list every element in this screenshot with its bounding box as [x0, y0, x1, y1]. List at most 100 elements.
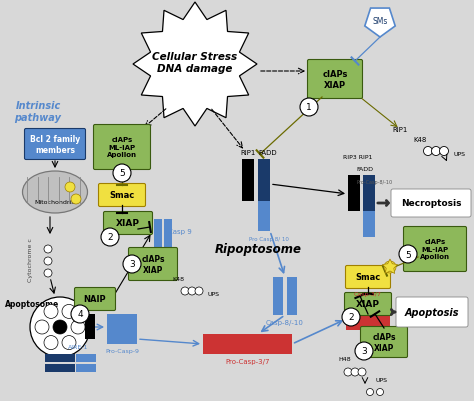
Circle shape: [181, 287, 189, 295]
Circle shape: [123, 255, 141, 273]
Circle shape: [71, 305, 89, 323]
Text: FADD: FADD: [356, 167, 374, 172]
Circle shape: [300, 99, 318, 117]
Circle shape: [351, 368, 359, 376]
Text: RIP1: RIP1: [392, 127, 408, 133]
FancyBboxPatch shape: [99, 184, 146, 207]
Circle shape: [71, 194, 81, 205]
FancyBboxPatch shape: [103, 212, 153, 235]
FancyBboxPatch shape: [25, 129, 85, 160]
Text: Smac: Smac: [356, 273, 381, 282]
Circle shape: [101, 229, 119, 246]
Text: RIP1: RIP1: [240, 150, 255, 156]
Text: cIAPs
ML-IAP
Apollon: cIAPs ML-IAP Apollon: [420, 239, 450, 260]
Circle shape: [44, 336, 58, 350]
Circle shape: [376, 389, 383, 395]
Polygon shape: [383, 259, 398, 274]
Circle shape: [423, 147, 432, 156]
Circle shape: [113, 164, 131, 182]
Text: SMs: SMs: [372, 18, 388, 26]
Text: AIRE-1: AIRE-1: [68, 344, 88, 350]
Text: Apoptosis: Apoptosis: [405, 307, 459, 317]
Circle shape: [44, 245, 52, 253]
Text: Ripoptosome: Ripoptosome: [215, 243, 301, 256]
Text: cIAPs
XIAP: cIAPs XIAP: [372, 332, 396, 352]
FancyBboxPatch shape: [363, 176, 375, 211]
Text: 1: 1: [306, 103, 312, 112]
Text: XIAP: XIAP: [116, 219, 140, 228]
FancyBboxPatch shape: [242, 160, 254, 201]
FancyBboxPatch shape: [287, 277, 297, 315]
Text: H48: H48: [339, 356, 351, 362]
Ellipse shape: [22, 172, 88, 213]
Text: 2: 2: [348, 313, 354, 322]
Circle shape: [342, 308, 360, 326]
FancyBboxPatch shape: [107, 314, 117, 344]
FancyBboxPatch shape: [403, 227, 466, 272]
FancyBboxPatch shape: [361, 327, 408, 358]
Text: K48: K48: [413, 137, 427, 143]
Text: Mitochondria: Mitochondria: [35, 200, 75, 205]
Text: Necroptosis: Necroptosis: [401, 199, 461, 208]
FancyBboxPatch shape: [346, 314, 390, 330]
FancyBboxPatch shape: [93, 125, 151, 170]
Text: Smac: Smac: [109, 191, 135, 200]
Text: 3: 3: [361, 346, 367, 356]
Circle shape: [355, 342, 373, 360]
Text: Casp-3/7: Casp-3/7: [354, 292, 382, 297]
FancyBboxPatch shape: [128, 248, 177, 281]
Text: 2: 2: [107, 233, 113, 242]
Text: Casp 9: Casp 9: [168, 229, 192, 235]
Text: FADD: FADD: [259, 150, 277, 156]
Circle shape: [44, 269, 52, 277]
Text: UPS: UPS: [376, 378, 388, 383]
Circle shape: [439, 147, 448, 156]
Circle shape: [399, 245, 417, 263]
Text: XIAP: XIAP: [356, 300, 380, 309]
Polygon shape: [365, 9, 395, 38]
FancyBboxPatch shape: [363, 211, 375, 237]
Circle shape: [71, 320, 85, 334]
FancyBboxPatch shape: [154, 219, 162, 249]
Circle shape: [344, 368, 352, 376]
Circle shape: [53, 320, 67, 334]
Text: Pro Casp 8/ 10: Pro Casp 8/ 10: [249, 237, 289, 242]
Polygon shape: [133, 3, 257, 127]
Text: Bcl 2 family
members: Bcl 2 family members: [30, 135, 80, 155]
FancyBboxPatch shape: [348, 176, 360, 211]
FancyBboxPatch shape: [231, 334, 265, 354]
Circle shape: [62, 305, 76, 319]
FancyBboxPatch shape: [345, 293, 392, 316]
Text: Cytochrome c: Cytochrome c: [27, 237, 33, 281]
Text: Casp-8/-10: Casp-8/-10: [266, 319, 304, 325]
Circle shape: [44, 257, 52, 265]
Text: Apoptosome: Apoptosome: [5, 300, 59, 309]
FancyBboxPatch shape: [258, 334, 292, 354]
Text: Pro-Casp-8/-10: Pro-Casp-8/-10: [357, 180, 393, 185]
Text: Intrinsic
pathway: Intrinsic pathway: [15, 101, 62, 123]
Circle shape: [44, 305, 58, 319]
Circle shape: [358, 368, 366, 376]
FancyBboxPatch shape: [45, 364, 75, 372]
FancyBboxPatch shape: [203, 334, 237, 354]
Text: Pro-Casp-3/7: Pro-Casp-3/7: [226, 358, 270, 364]
Circle shape: [366, 389, 374, 395]
FancyBboxPatch shape: [76, 354, 96, 362]
FancyBboxPatch shape: [164, 219, 172, 249]
FancyBboxPatch shape: [76, 364, 96, 372]
Text: 3: 3: [129, 260, 135, 269]
Circle shape: [30, 297, 90, 357]
Circle shape: [65, 182, 75, 192]
Circle shape: [188, 287, 196, 295]
FancyBboxPatch shape: [396, 297, 468, 327]
Circle shape: [35, 320, 49, 334]
Circle shape: [384, 261, 396, 273]
FancyBboxPatch shape: [127, 314, 137, 344]
FancyBboxPatch shape: [74, 288, 116, 311]
FancyBboxPatch shape: [85, 314, 95, 339]
Text: UPS: UPS: [454, 152, 466, 157]
Circle shape: [431, 147, 440, 156]
FancyBboxPatch shape: [117, 314, 127, 344]
Text: Pro-Casp-9: Pro-Casp-9: [105, 348, 139, 354]
Text: cIAPs
ML-IAP
Apollon: cIAPs ML-IAP Apollon: [107, 137, 137, 158]
